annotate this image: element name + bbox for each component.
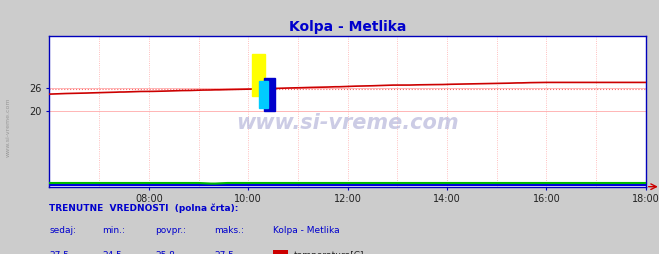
Text: 27,5: 27,5 — [214, 251, 234, 254]
Text: maks.:: maks.: — [214, 226, 244, 235]
Text: temperatura[C]: temperatura[C] — [293, 251, 364, 254]
Bar — [260, 81, 268, 108]
Text: Kolpa - Metlika: Kolpa - Metlika — [273, 226, 340, 235]
Bar — [252, 54, 266, 96]
Bar — [264, 78, 275, 111]
Text: 24,5: 24,5 — [102, 251, 122, 254]
Text: povpr.:: povpr.: — [155, 226, 186, 235]
Text: www.si-vreme.com: www.si-vreme.com — [5, 97, 11, 157]
Title: Kolpa - Metlika: Kolpa - Metlika — [289, 20, 407, 34]
Text: sedaj:: sedaj: — [49, 226, 76, 235]
Text: www.si-vreme.com: www.si-vreme.com — [237, 113, 459, 133]
Text: min.:: min.: — [102, 226, 125, 235]
Text: 25,8: 25,8 — [155, 251, 175, 254]
Text: TRENUTNE  VREDNOSTI  (polna črta):: TRENUTNE VREDNOSTI (polna črta): — [49, 203, 239, 213]
Text: 27,5: 27,5 — [49, 251, 69, 254]
